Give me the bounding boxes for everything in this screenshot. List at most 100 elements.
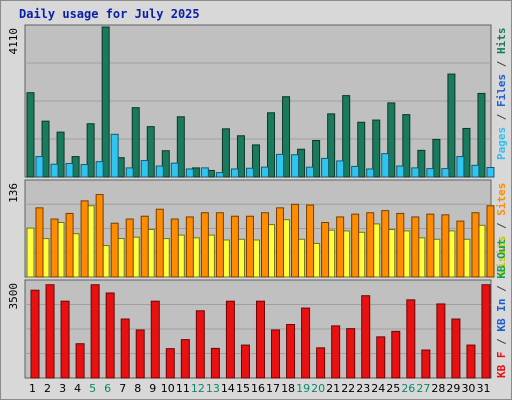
x-tick-label: 27 [416, 382, 430, 395]
x-tick-label: 28 [431, 382, 445, 395]
requests-bar-hits [56, 131, 65, 178]
requests-bar-hits [131, 107, 140, 178]
requests-bar-hits [417, 149, 426, 178]
traffic-bar-kb-f [451, 318, 461, 379]
traffic-bar-kb-f [346, 328, 356, 379]
x-tick-label: 6 [104, 382, 111, 395]
traffic-bar-kb-f [286, 324, 296, 379]
requests-bar-files [200, 167, 209, 178]
requests-bar-hits [402, 114, 411, 178]
visitors-bar-sites [140, 215, 149, 278]
requests-bar-files [35, 156, 44, 178]
requests-bar-hits [282, 96, 291, 178]
visitors-bar-sites [411, 216, 420, 278]
visitors-bar-sites [80, 200, 89, 278]
requests-bar-hits [372, 119, 381, 178]
x-tick-label: 7 [119, 382, 126, 395]
x-tick-label: 20 [311, 382, 325, 395]
visitors-bar-sites [366, 212, 375, 278]
visitors-bar-sites [245, 215, 254, 278]
requests-bar-files [456, 156, 465, 178]
requests-bar-hits [26, 92, 35, 178]
legend-visits: Visits [495, 236, 508, 276]
requests-bar-hits [342, 95, 351, 178]
requests-bar-files [65, 162, 74, 178]
x-tick-label: 10 [161, 382, 175, 395]
x-tick-label: 8 [134, 382, 141, 395]
requests-bar-files [185, 168, 194, 178]
requests-bar-files [291, 154, 300, 178]
panel-traffic: 3500 KB F / KB In / KB Out [7, 239, 508, 379]
x-tick-label: 23 [356, 382, 370, 395]
requests-bar-files [396, 165, 405, 178]
panel-visitors: 136 Visits / Sites [7, 179, 508, 278]
traffic-bar-kb-f [391, 330, 401, 379]
requests-bar-hits [146, 126, 155, 178]
x-tick-label: 24 [371, 382, 385, 395]
visitors-bar-visits [26, 227, 35, 278]
visitors-bar-sites [35, 207, 44, 278]
visitors-bar-sites [95, 194, 104, 278]
requests-legend: Pages / Files / Hits [495, 28, 508, 161]
requests-bar-files [80, 164, 89, 178]
traffic-bar-kb-f [45, 284, 55, 379]
visitors-bar-sites [351, 213, 360, 278]
requests-bar-files [336, 160, 345, 178]
legend-files: Files [495, 74, 508, 107]
x-tick-label: 12 [191, 382, 205, 395]
requests-bar-hits [357, 121, 366, 178]
requests-bar-files [215, 172, 224, 178]
visitors-bar-sites [426, 213, 435, 278]
visitors-bar-sites [155, 208, 164, 278]
requests-bar-hits [327, 113, 336, 178]
visitors-bar-sites [456, 220, 465, 278]
x-tick-label: 19 [296, 382, 310, 395]
requests-bar-hits [221, 128, 230, 178]
requests-bar-files [245, 167, 254, 178]
requests-bar-hits [267, 112, 276, 178]
traffic-bar-kb-f [90, 284, 100, 379]
x-tick-label: 15 [236, 382, 250, 395]
x-tick-label: 29 [446, 382, 460, 395]
legend-separator: / [495, 279, 508, 299]
requests-bar-files [411, 167, 420, 178]
visitors-bar-sites [306, 204, 315, 278]
traffic-bar-kb-f [436, 303, 446, 379]
requests-bar-hits [462, 127, 471, 178]
visitors-bar-sites [170, 218, 179, 278]
legend-separator: / [495, 332, 508, 352]
traffic-bar-kb-f [466, 344, 476, 379]
legend-separator: / [495, 216, 508, 236]
x-tick-label: 16 [251, 382, 265, 395]
requests-bar-hits [387, 102, 396, 178]
x-tick-label: 3 [59, 382, 66, 395]
visitors-bar-sites [486, 205, 495, 278]
requests-bar-hits [432, 138, 441, 178]
traffic-bar-kb-f [135, 329, 145, 379]
requests-bar-hits [176, 116, 185, 178]
legend-sites: Sites [495, 183, 508, 216]
legend-kb-out: KB Out [495, 239, 508, 279]
requests-bar-files [381, 153, 390, 178]
visitors-bar-sites [215, 212, 224, 278]
requests-bar-files [110, 133, 119, 178]
traffic-bar-kb-f [361, 295, 371, 379]
requests-bar-files [276, 153, 285, 178]
traffic-bar-kb-f [225, 300, 235, 379]
visitors-bar-sites [65, 212, 74, 278]
visitors-bar-sites [396, 212, 405, 278]
traffic-ymax-label: 3500 [7, 283, 20, 310]
requests-bar-hits [312, 140, 321, 178]
x-tick-label: 22 [341, 382, 355, 395]
visitors-bar-sites [276, 207, 285, 278]
traffic-bar-kb-f [30, 289, 40, 379]
traffic-bar-kb-f [165, 348, 175, 379]
requests-bar-hits [161, 150, 170, 178]
requests-bar-files [95, 161, 104, 178]
x-tick-label: 2 [44, 382, 51, 395]
visitors-bar-sites [110, 222, 119, 278]
requests-bar-files [426, 168, 435, 178]
x-tick-label: 9 [149, 382, 156, 395]
visitors-bar-sites [441, 214, 450, 278]
legend-separator: / [495, 107, 508, 127]
